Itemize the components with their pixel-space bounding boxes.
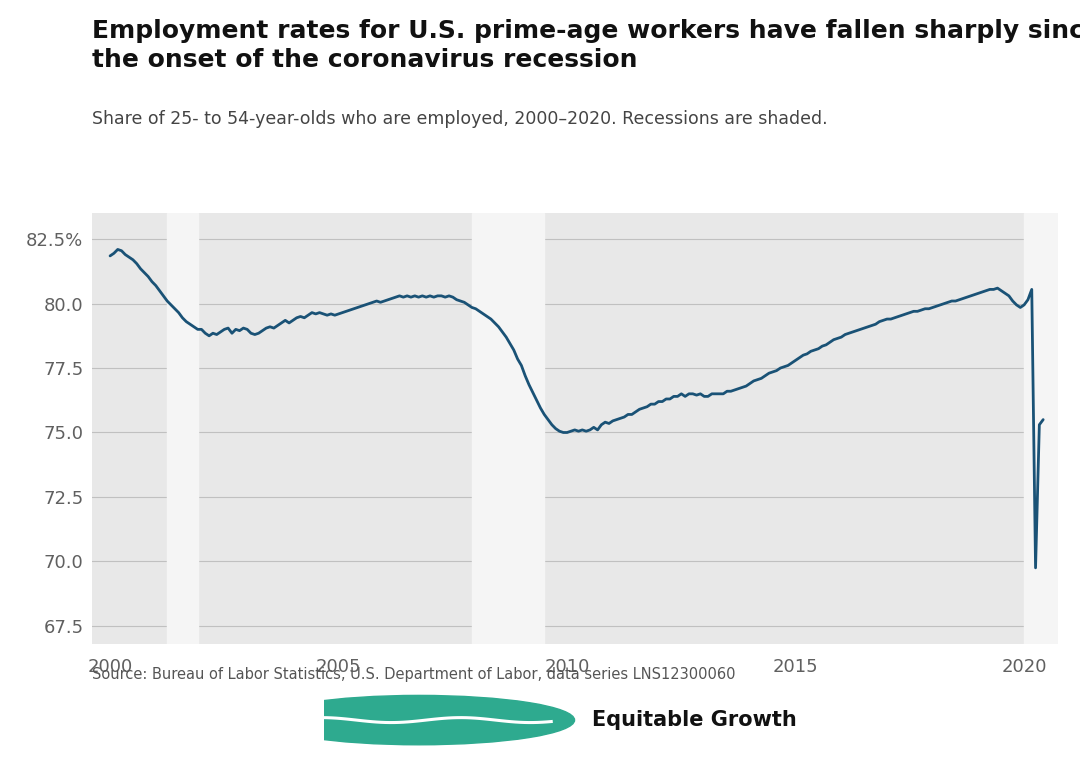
Bar (1024, 213, 1058, 644)
Text: Source: Bureau of Labor Statistics, U.S. Department of Labor, data series LNS123: Source: Bureau of Labor Statistics, U.S.… (92, 667, 735, 682)
Bar (167, 213, 198, 644)
Text: Employment rates for U.S. prime-age workers have fallen sharply since
the onset : Employment rates for U.S. prime-age work… (92, 19, 1080, 72)
Bar (472, 213, 544, 644)
Text: Share of 25- to 54-year-olds who are employed, 2000–2020. Recessions are shaded.: Share of 25- to 54-year-olds who are emp… (92, 110, 827, 129)
Circle shape (264, 696, 575, 744)
Text: Equitable Growth: Equitable Growth (592, 710, 797, 730)
